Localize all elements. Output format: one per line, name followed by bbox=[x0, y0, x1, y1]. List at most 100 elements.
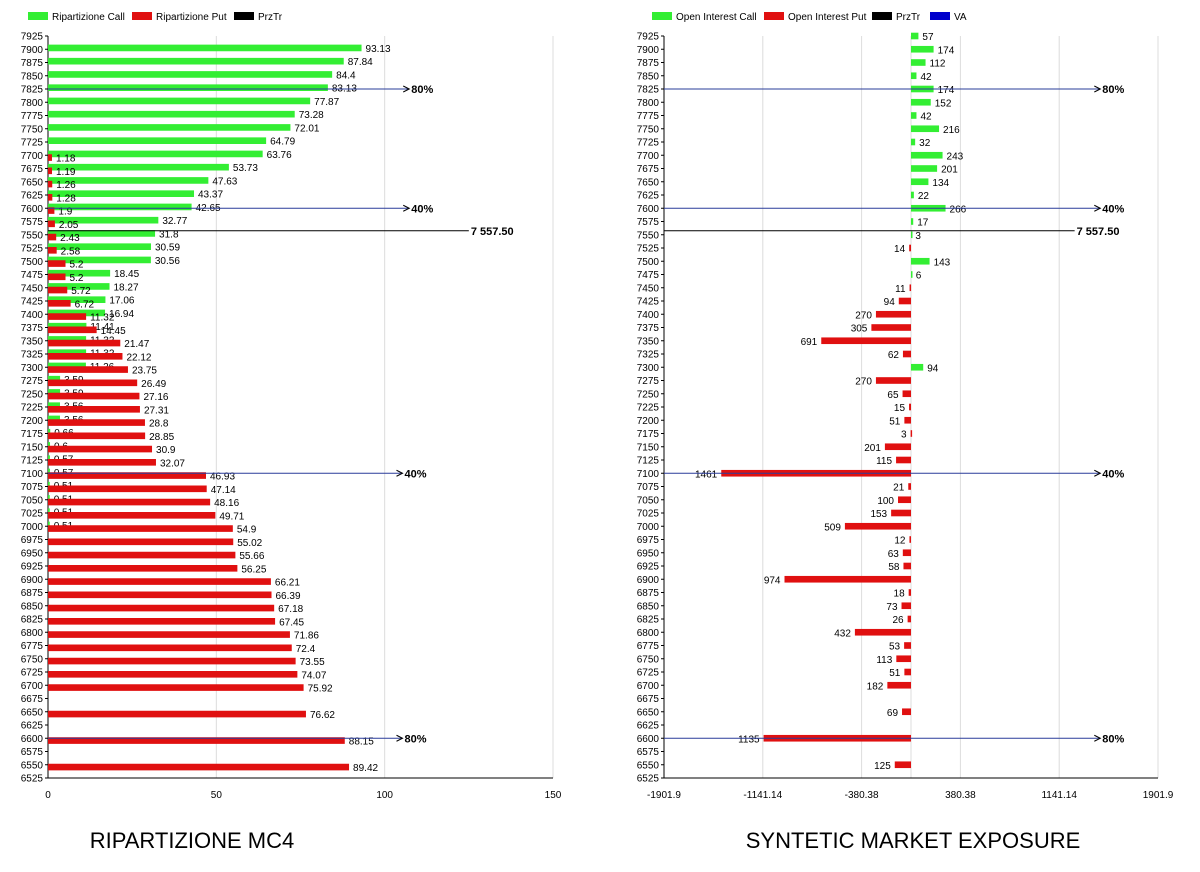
chart-0-y-tick-label: 7725 bbox=[21, 138, 44, 149]
chart-1-y-tick-label: 7425 bbox=[637, 297, 660, 308]
chart-0-call-bar bbox=[48, 190, 195, 197]
chart-1-call-bar bbox=[911, 125, 940, 133]
chart-1-put-bar bbox=[871, 324, 911, 331]
chart-0-y-tick-label: 7900 bbox=[21, 45, 44, 56]
chart-0-put-bar bbox=[48, 763, 350, 771]
chart-0-y-tick-label: 7325 bbox=[21, 350, 44, 361]
chart-1-call-bar bbox=[911, 138, 916, 146]
chart-1-put-bar bbox=[887, 681, 911, 689]
chart-0-put-bar bbox=[48, 313, 87, 320]
chart-1-y-tick-label: 6700 bbox=[637, 681, 660, 692]
chart-1-y-tick-label: 7800 bbox=[637, 98, 660, 109]
chart-1-put-value-label: 65 bbox=[887, 390, 899, 401]
chart-1-call-bar bbox=[911, 231, 913, 239]
chart-0-y-tick-label: 6575 bbox=[21, 747, 44, 758]
chart-1-y-tick-label: 7200 bbox=[637, 416, 660, 427]
chart-0-x-tick-label: 50 bbox=[211, 790, 223, 801]
chart-0-put-value-label: 5.2 bbox=[70, 273, 84, 284]
chart-1-y-tick-label: 7325 bbox=[637, 350, 660, 361]
chart-0-y-tick-label: 6775 bbox=[21, 641, 44, 652]
chart-0-put-value-label: 46.93 bbox=[210, 472, 235, 483]
chart-0-put-bar bbox=[48, 644, 292, 652]
chart-0-put-bar bbox=[48, 432, 146, 440]
chart-0-y-tick-label: 6800 bbox=[21, 628, 44, 639]
chart-1-prztr-label: 7 557.50 bbox=[1077, 226, 1120, 238]
chart-1-call-bar bbox=[911, 98, 931, 106]
chart-0-put-value-label: 54.9 bbox=[237, 525, 257, 536]
chart-0-put-value-label: 48.16 bbox=[214, 498, 239, 509]
chart-0-put-value-label: 66.39 bbox=[276, 591, 301, 602]
chart-0-call-bar bbox=[48, 428, 51, 436]
chart-1-legend-swatch bbox=[764, 12, 784, 20]
chart-0-put-bar bbox=[48, 379, 138, 387]
chart-0-put-value-label: 21.47 bbox=[124, 339, 149, 350]
chart-0-put-bar bbox=[48, 167, 53, 175]
chart-1-legend-swatch bbox=[652, 12, 672, 20]
chart-1-y-tick-label: 6950 bbox=[637, 548, 660, 559]
chart-1-put-bar bbox=[784, 575, 911, 583]
chart-0-put-value-label: 67.18 bbox=[278, 604, 303, 615]
chart-1-y-tick-label: 7525 bbox=[637, 244, 660, 255]
chart-1-y-tick-label: 7125 bbox=[637, 456, 660, 467]
chart-1-y-tick-label: 7550 bbox=[637, 230, 660, 241]
chart-0-put-bar bbox=[48, 339, 121, 347]
chart-1-put-bar bbox=[909, 403, 911, 411]
chart-1-put-value-label: 14 bbox=[894, 244, 906, 255]
chart-1-legend-label: Open Interest Call bbox=[676, 12, 757, 23]
chart-1-marker-arrow bbox=[1094, 469, 1102, 477]
chart-0-put-value-label: 5.2 bbox=[70, 260, 84, 271]
chart-1-put-value-label: 1135 bbox=[738, 734, 760, 745]
chart-0-put-bar bbox=[48, 472, 206, 479]
chart-1-put-bar bbox=[854, 628, 911, 636]
chart-0-call-value-label: 63.76 bbox=[267, 150, 292, 161]
chart-0-put-bar bbox=[48, 459, 156, 466]
chart-1-put-bar bbox=[901, 602, 911, 610]
chart-1-marker-arrow bbox=[1094, 204, 1102, 212]
chart-1-x-tick-label: -1901.9 bbox=[647, 790, 681, 801]
chart-0-y-tick-label: 7700 bbox=[21, 151, 44, 162]
chart-1-call-bar bbox=[911, 32, 919, 40]
chart-0-y-tick-label: 7300 bbox=[21, 363, 44, 374]
chart-1-y-tick-label: 7600 bbox=[637, 204, 660, 215]
chart-1-y-tick-label: 7075 bbox=[637, 482, 660, 493]
chart-0-call-bar bbox=[48, 44, 362, 52]
chart-0-put-value-label: 5.72 bbox=[71, 286, 91, 297]
chart-0-call-bar bbox=[48, 495, 50, 502]
chart-0-put-value-label: 26.49 bbox=[141, 379, 166, 390]
chart-1-y-tick-label: 7400 bbox=[637, 310, 660, 321]
chart-1-put-bar bbox=[902, 350, 911, 358]
chart-0-put-value-label: 55.02 bbox=[237, 538, 262, 549]
chart-0-call-bar bbox=[48, 296, 106, 303]
chart-0-put-bar bbox=[48, 247, 57, 254]
chart-1-call-value-label: 42 bbox=[920, 112, 932, 123]
chart-1-legend-label: VA bbox=[954, 12, 967, 23]
chart-1-y-tick-label: 7225 bbox=[637, 403, 660, 414]
chart-1-y-tick-label: 7350 bbox=[637, 336, 660, 347]
chart-1-call-value-label: 152 bbox=[935, 98, 952, 109]
chart-0-y-tick-label: 6675 bbox=[21, 694, 44, 705]
chart-0-call-bar bbox=[48, 230, 156, 237]
chart-1-call-value-label: 3 bbox=[915, 231, 921, 242]
chart-1-title: SYNTETIC MARKET EXPOSURE bbox=[746, 828, 1081, 853]
chart-1-y-tick-label: 6925 bbox=[637, 562, 660, 573]
chart-0-legend-label: PrzTr bbox=[258, 12, 283, 23]
chart-0-call-bar bbox=[48, 508, 50, 515]
chart-1-y-tick-label: 6875 bbox=[637, 588, 660, 599]
chart-0-put-value-label: 28.8 bbox=[149, 419, 169, 430]
chart-0-put-bar bbox=[48, 671, 298, 678]
chart-0-call-bar bbox=[48, 137, 267, 144]
chart-1-put-bar bbox=[894, 761, 911, 769]
chart-0-put-value-label: 67.45 bbox=[279, 617, 304, 628]
chart-1-y-tick-label: 7775 bbox=[637, 111, 660, 122]
chart-0-put-bar bbox=[48, 737, 345, 744]
chart-0-y-tick-label: 7775 bbox=[21, 111, 44, 122]
chart-0-put-value-label: 1.19 bbox=[56, 167, 76, 178]
chart-1-put-bar bbox=[875, 377, 911, 384]
chart-0-put-bar bbox=[48, 684, 304, 691]
chart-1-y-tick-label: 6675 bbox=[637, 694, 660, 705]
chart-1-put-bar bbox=[903, 562, 911, 570]
chart-0-call-bar bbox=[48, 124, 291, 131]
chart-0-y-tick-label: 7625 bbox=[21, 191, 44, 202]
chart-1-put-value-label: 270 bbox=[855, 377, 872, 388]
chart-0-call-bar bbox=[48, 415, 60, 423]
